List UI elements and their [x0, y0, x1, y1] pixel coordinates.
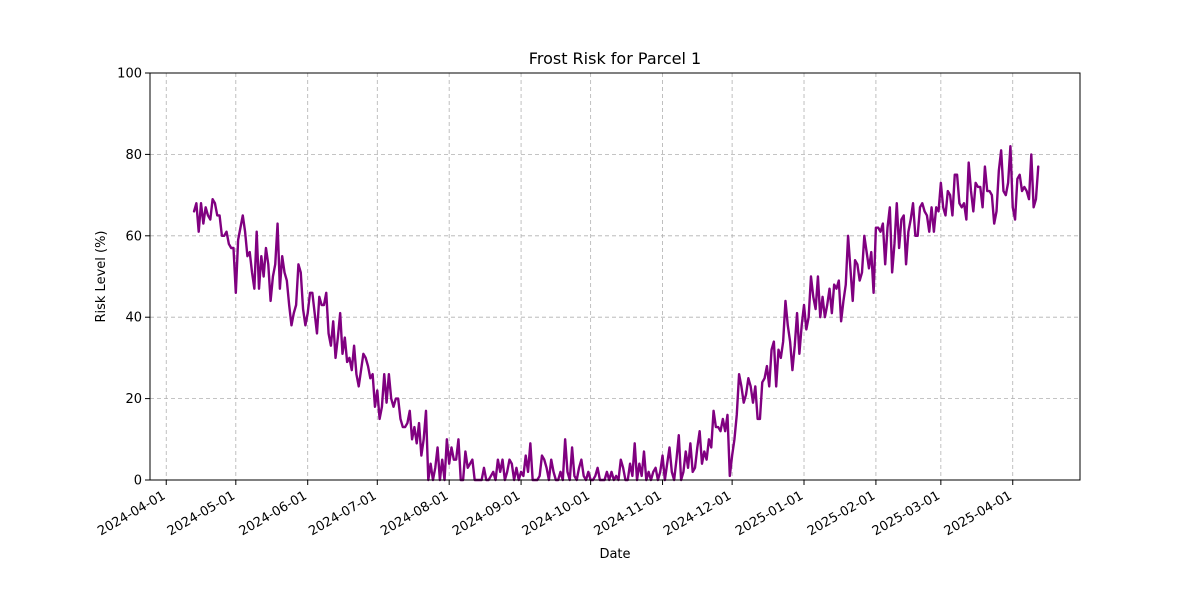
risk-level-series-line	[192, 145, 1040, 482]
chart-title: Frost Risk for Parcel 1	[529, 49, 701, 68]
grid-lines	[150, 72, 1080, 481]
y-axis-label: Risk Level (%)	[94, 230, 109, 322]
y-tick-label: 100	[117, 67, 142, 82]
y-tick-label: 60	[125, 229, 142, 244]
series-layer	[192, 145, 1040, 482]
plot-area-frame	[149, 72, 1081, 481]
y-tick-label: 40	[125, 311, 142, 326]
y-tick-label: 20	[125, 392, 142, 407]
y-axis: 0 20 40 60 80 100	[117, 67, 150, 489]
x-axis-label: Date	[599, 547, 630, 562]
y-tick-label: 80	[125, 148, 142, 163]
y-tick-label: 0	[134, 474, 142, 489]
